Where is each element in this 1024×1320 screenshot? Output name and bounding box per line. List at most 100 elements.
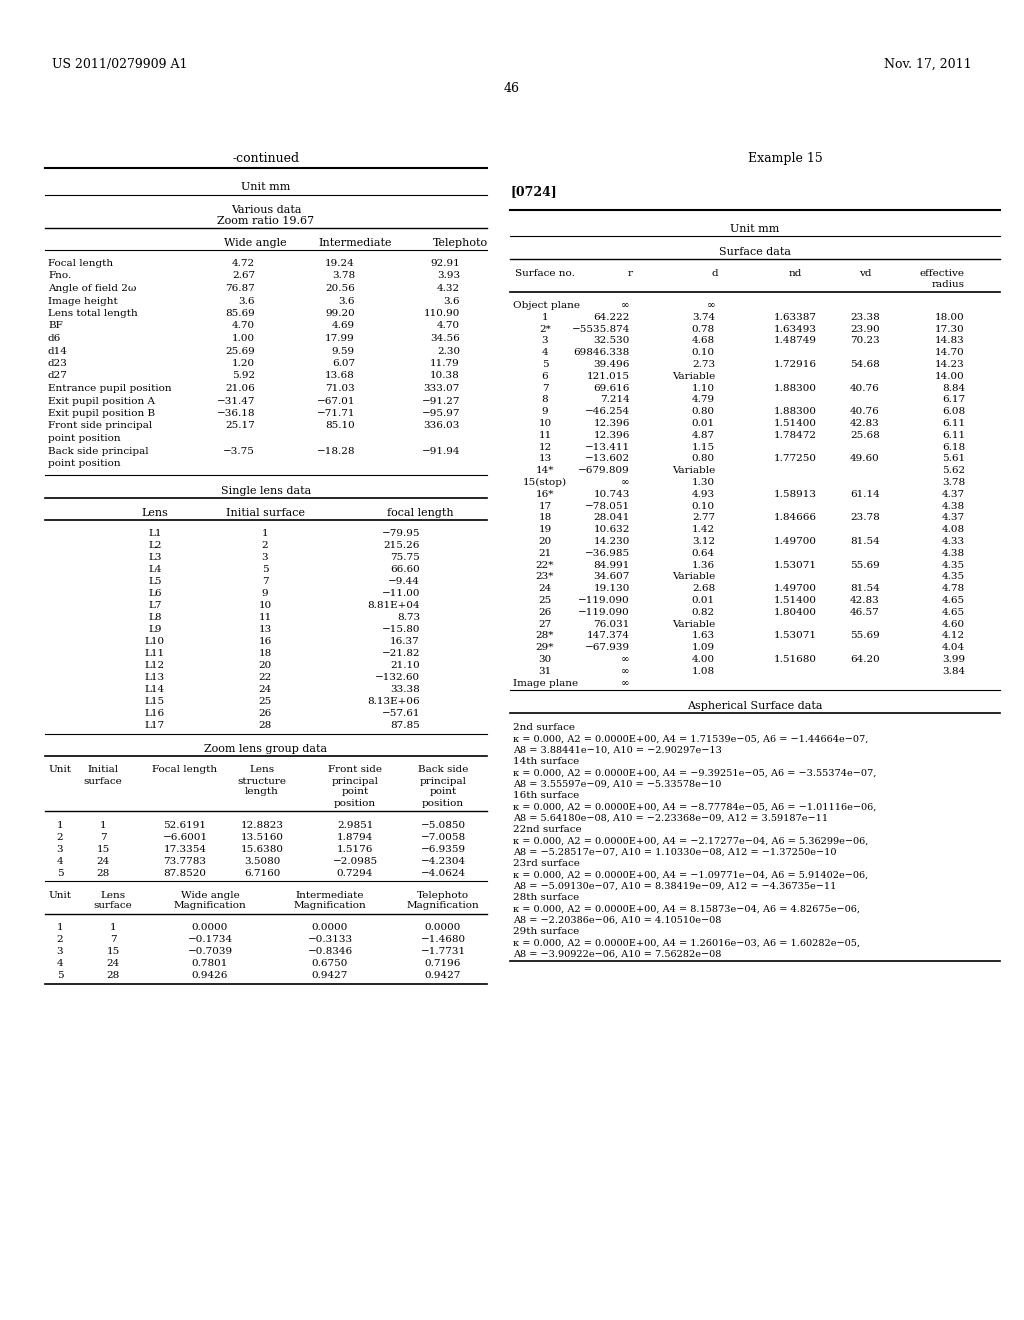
Text: 2.77: 2.77 [692, 513, 715, 523]
Text: 11: 11 [258, 614, 271, 623]
Text: −132.60: −132.60 [375, 673, 420, 682]
Text: 1: 1 [542, 313, 548, 322]
Text: −67.939: −67.939 [585, 643, 630, 652]
Text: 11.79: 11.79 [430, 359, 460, 368]
Text: 10.632: 10.632 [594, 525, 630, 535]
Text: −91.94: −91.94 [422, 446, 460, 455]
Text: 121.015: 121.015 [587, 372, 630, 380]
Text: Intermediate: Intermediate [318, 238, 392, 248]
Text: −18.28: −18.28 [316, 446, 355, 455]
Text: 22: 22 [258, 673, 271, 682]
Text: Surface no.: Surface no. [515, 269, 574, 279]
Text: 39.496: 39.496 [594, 360, 630, 370]
Text: 7: 7 [542, 384, 548, 392]
Text: 4: 4 [56, 960, 63, 969]
Text: 5.62: 5.62 [942, 466, 965, 475]
Text: 1: 1 [99, 821, 106, 829]
Text: −119.090: −119.090 [579, 607, 630, 616]
Text: L13: L13 [145, 673, 165, 682]
Text: 6.08: 6.08 [942, 407, 965, 416]
Text: 13: 13 [539, 454, 552, 463]
Text: −36.985: −36.985 [585, 549, 630, 558]
Text: 87.8520: 87.8520 [164, 869, 207, 878]
Text: position: position [422, 799, 464, 808]
Text: 15: 15 [96, 845, 110, 854]
Text: point position: point position [48, 459, 121, 469]
Text: 147.374: 147.374 [587, 631, 630, 640]
Text: 2: 2 [262, 541, 268, 550]
Text: 16th surface: 16th surface [513, 792, 580, 800]
Text: 4.79: 4.79 [692, 396, 715, 404]
Text: 1.51400: 1.51400 [773, 597, 816, 605]
Text: 73.7783: 73.7783 [164, 857, 207, 866]
Text: Lens: Lens [141, 507, 168, 517]
Text: 1.77250: 1.77250 [773, 454, 816, 463]
Text: 110.90: 110.90 [424, 309, 460, 318]
Text: 34.607: 34.607 [594, 573, 630, 581]
Text: Nov. 17, 2011: Nov. 17, 2011 [885, 58, 972, 71]
Text: 19.130: 19.130 [594, 585, 630, 593]
Text: effective: effective [920, 269, 965, 279]
Text: 1.84666: 1.84666 [773, 513, 816, 523]
Text: −1.7731: −1.7731 [421, 948, 466, 957]
Text: Wide angle: Wide angle [223, 238, 287, 248]
Text: 25.68: 25.68 [850, 430, 880, 440]
Text: Zoom lens group data: Zoom lens group data [205, 743, 328, 754]
Text: −4.2304: −4.2304 [421, 857, 466, 866]
Text: −5535.874: −5535.874 [571, 325, 630, 334]
Text: 1.58913: 1.58913 [773, 490, 816, 499]
Text: Variable: Variable [672, 573, 715, 581]
Text: 28: 28 [106, 972, 120, 981]
Text: 29*: 29* [536, 643, 554, 652]
Text: Surface data: Surface data [719, 247, 791, 257]
Text: 0.01: 0.01 [692, 597, 715, 605]
Text: 0.9427: 0.9427 [312, 972, 348, 981]
Text: −21.82: −21.82 [382, 649, 420, 659]
Text: 7: 7 [110, 936, 117, 945]
Text: κ = 0.000, A2 = 0.0000E+00, A4 = 1.26016e−03, A6 = 1.60282e−05,: κ = 0.000, A2 = 0.0000E+00, A4 = 1.26016… [513, 939, 860, 948]
Text: 2.9851: 2.9851 [337, 821, 373, 829]
Text: 1.88300: 1.88300 [773, 407, 816, 416]
Text: [0724]: [0724] [510, 185, 557, 198]
Text: 3.74: 3.74 [692, 313, 715, 322]
Text: 24: 24 [106, 960, 120, 969]
Text: d: d [712, 269, 718, 279]
Text: −36.18: −36.18 [216, 409, 255, 418]
Text: r: r [628, 269, 633, 279]
Text: κ = 0.000, A2 = 0.0000E+00, A4 = −9.39251e−05, A6 = −3.55374e−07,: κ = 0.000, A2 = 0.0000E+00, A4 = −9.3925… [513, 768, 877, 777]
Text: 70.23: 70.23 [850, 337, 880, 346]
Text: 1.36: 1.36 [692, 561, 715, 570]
Text: 8.81E+04: 8.81E+04 [368, 602, 420, 610]
Text: 23.78: 23.78 [850, 513, 880, 523]
Text: 6.11: 6.11 [942, 430, 965, 440]
Text: 34.56: 34.56 [430, 334, 460, 343]
Text: −0.7039: −0.7039 [187, 948, 232, 957]
Text: 5: 5 [56, 972, 63, 981]
Text: 18.00: 18.00 [935, 313, 965, 322]
Text: 26: 26 [258, 710, 271, 718]
Text: 46.57: 46.57 [850, 607, 880, 616]
Text: 12.396: 12.396 [594, 430, 630, 440]
Text: 5: 5 [262, 565, 268, 574]
Text: vd: vd [859, 269, 871, 279]
Text: Variable: Variable [672, 466, 715, 475]
Text: −6.6001: −6.6001 [163, 833, 208, 842]
Text: 2.67: 2.67 [231, 272, 255, 281]
Text: 1.8794: 1.8794 [337, 833, 373, 842]
Text: 23.90: 23.90 [850, 325, 880, 334]
Text: focal length: focal length [387, 507, 454, 517]
Text: 4: 4 [542, 348, 548, 358]
Text: 14.230: 14.230 [594, 537, 630, 546]
Text: 24: 24 [258, 685, 271, 694]
Text: 32.530: 32.530 [594, 337, 630, 346]
Text: L3: L3 [148, 553, 162, 562]
Text: Zoom ratio 19.67: Zoom ratio 19.67 [217, 216, 314, 226]
Text: 69.616: 69.616 [594, 384, 630, 392]
Text: 333.07: 333.07 [424, 384, 460, 393]
Text: 1.51680: 1.51680 [773, 655, 816, 664]
Text: Lens total length: Lens total length [48, 309, 138, 318]
Text: L1: L1 [148, 529, 162, 539]
Text: ∞: ∞ [707, 301, 715, 310]
Text: 1.63493: 1.63493 [773, 325, 816, 334]
Text: 4.65: 4.65 [942, 607, 965, 616]
